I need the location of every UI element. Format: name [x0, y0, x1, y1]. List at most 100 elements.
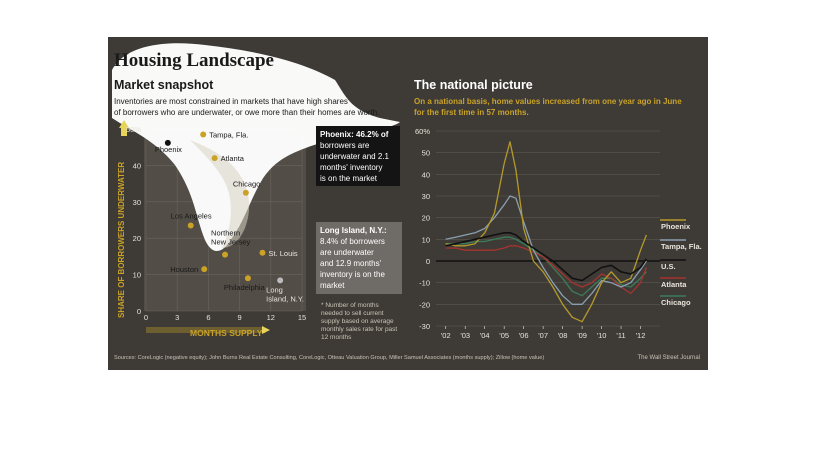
- line-y-tick-label: 20: [422, 214, 430, 223]
- long-island-callout-line: are underwater: [320, 248, 374, 257]
- long-island-callout: Long Island, N.Y.: 8.4% of borrowers are…: [320, 226, 387, 290]
- line-y-tick-label: 50: [422, 149, 430, 158]
- publisher-credit: The Wall Street Journal: [638, 355, 700, 361]
- line-x-tick-label: '03: [460, 331, 470, 340]
- line-y-tick-label: -10: [419, 279, 430, 288]
- scatter-y-tick-label: 40: [133, 161, 141, 170]
- footnote-line: needed to sell current: [321, 310, 384, 317]
- footnote-line: supply based on average: [321, 318, 394, 325]
- months-supply-footnote: * Number of months needed to sell curren…: [321, 302, 397, 341]
- line-series-phoenix: [445, 141, 648, 323]
- line-x-tick-label: '08: [558, 331, 568, 340]
- line-y-tick-label: 10: [422, 235, 430, 244]
- line-x-tick-label: '10: [597, 331, 607, 340]
- line-x-tick-label: '06: [519, 331, 529, 340]
- scatter-x-tick-label: 6: [206, 313, 210, 322]
- line-y-tick-label: -30: [419, 322, 430, 331]
- scatter-point-label: St. Louis: [268, 249, 297, 258]
- scatter-point-label: Northern: [211, 229, 240, 238]
- scatter-point-label: Long: [266, 285, 283, 294]
- legend-label: Atlanta: [661, 280, 687, 289]
- decorative-highlight-band: [190, 140, 250, 248]
- scatter-x-tick-label: 3: [175, 313, 179, 322]
- footnote-line: * Number of months: [321, 302, 380, 309]
- phoenix-callout-line: underwater and 2.1: [320, 152, 389, 161]
- line-series: [445, 141, 648, 323]
- scatter-point: [201, 266, 208, 273]
- scatter-point: [259, 249, 266, 256]
- phoenix-callout-line: Phoenix: 46.2% of: [320, 130, 389, 139]
- line-y-tick-label: 60%: [415, 127, 430, 136]
- scatter-y-tick-label: 0: [137, 307, 141, 316]
- scatter-point: [242, 189, 249, 196]
- scatter-point: [211, 155, 218, 162]
- scatter-point-label: Island, N.Y.: [266, 294, 304, 303]
- line-x-tick-label: '11: [616, 331, 625, 340]
- line-series-tampa-fla: [445, 195, 647, 305]
- long-island-callout-line: and 12.9 months': [320, 259, 382, 268]
- line-series-u-s: [445, 232, 648, 282]
- y-axis-arrow-icon: [119, 120, 129, 128]
- scatter-point-label: Philadelphia: [224, 283, 266, 292]
- scatter-points: Phoenix Tampa, Fla. Atlanta Chicago Los Ange…: [155, 130, 304, 303]
- right-description-line2: for the first time in 57 months.: [414, 108, 529, 117]
- scatter-x-tick-label: 12: [267, 313, 275, 322]
- scatter-y-tick-label: 10: [133, 271, 141, 280]
- scatter-point: [164, 139, 171, 146]
- line-y-tick-label: 40: [422, 170, 430, 179]
- phoenix-callout-box: [316, 126, 400, 186]
- scatter-point-label: Los Angeles: [171, 211, 212, 220]
- scatter-point-label: Tampa, Fla.: [209, 130, 248, 139]
- page-title: Housing Landscape: [114, 50, 274, 71]
- scatter-point-label: New Jersey: [211, 238, 250, 247]
- scatter-x-tick-label: 0: [144, 313, 148, 322]
- scatter-point-label: Phoenix: [155, 145, 182, 154]
- left-description-line1: Inventories are most constrained in mark…: [114, 97, 348, 106]
- footnote-line: 12 months: [321, 334, 352, 341]
- long-island-callout-line: Long Island, N.Y.:: [320, 226, 387, 235]
- sources-note: Sources: CoreLogic (negative equity); Jo…: [114, 355, 544, 361]
- line-x-tick-label: '04: [480, 331, 490, 340]
- line-x-tick-label: '07: [538, 331, 548, 340]
- line-x-tick-label: '12: [636, 331, 646, 340]
- left-subtitle: Market snapshot: [114, 78, 214, 92]
- scatter-point-label: Houston: [170, 265, 198, 274]
- scatter-y-tick-label: 50%: [126, 125, 141, 134]
- scatter-point-label: Chicago: [233, 180, 261, 189]
- scatter-point-label: Atlanta: [221, 154, 245, 163]
- line-ticks: -30 -20 -10 0 10 20 30 40 50 60% '02 '03 '04 '05 '06 '0…: [415, 127, 645, 340]
- scatter-point: [244, 275, 251, 282]
- right-subtitle: The national picture: [414, 78, 533, 92]
- line-x-tick-label: '05: [499, 331, 509, 340]
- scatter-x-tick-label: 9: [238, 313, 242, 322]
- scatter-ticks: 0 3 6 9 12 15 0 10 20 30 40 50%: [126, 125, 306, 322]
- long-island-callout-line: market: [320, 281, 345, 290]
- phoenix-callout-line: is on the market: [320, 174, 378, 183]
- scatter-point: [222, 251, 229, 258]
- left-description-line2: of borrowers who are underwater, or owe …: [114, 108, 379, 117]
- scatter-point: [187, 222, 194, 229]
- line-y-tick-label: 0: [426, 257, 430, 266]
- long-island-callout-line: 8.4% of borrowers: [320, 237, 385, 246]
- legend-label: Phoenix: [661, 222, 691, 231]
- scatter-x-tick-label: 15: [298, 313, 306, 322]
- long-island-callout-line: inventory is on the: [320, 270, 385, 279]
- scatter-point: [200, 131, 207, 138]
- x-axis-arrow-band: [146, 327, 262, 333]
- decorative-highlight-swoosh: [112, 43, 400, 252]
- legend-label: Tampa, Fla.: [661, 242, 702, 251]
- line-y-tick-label: 30: [422, 192, 430, 201]
- phoenix-callout: Phoenix: 46.2% of borrowers are underwat…: [320, 130, 389, 183]
- scatter-y-tick-label: 20: [133, 234, 141, 243]
- legend-label: U.S.: [661, 262, 676, 271]
- long-island-callout-box: [316, 222, 402, 294]
- scatter-point: [277, 277, 284, 284]
- phoenix-callout-line: months' inventory: [320, 163, 382, 172]
- right-description-line1: On a national basis, home values increas…: [414, 97, 682, 106]
- footnote-line: monthly sales rate for past: [321, 326, 397, 333]
- y-axis-arrow-shaft: [121, 128, 127, 136]
- scatter-y-tick-label: 30: [133, 198, 141, 207]
- line-series-atlanta: [445, 245, 648, 295]
- scatter-x-axis-label: MONTHS SUPPLY*: [190, 328, 266, 338]
